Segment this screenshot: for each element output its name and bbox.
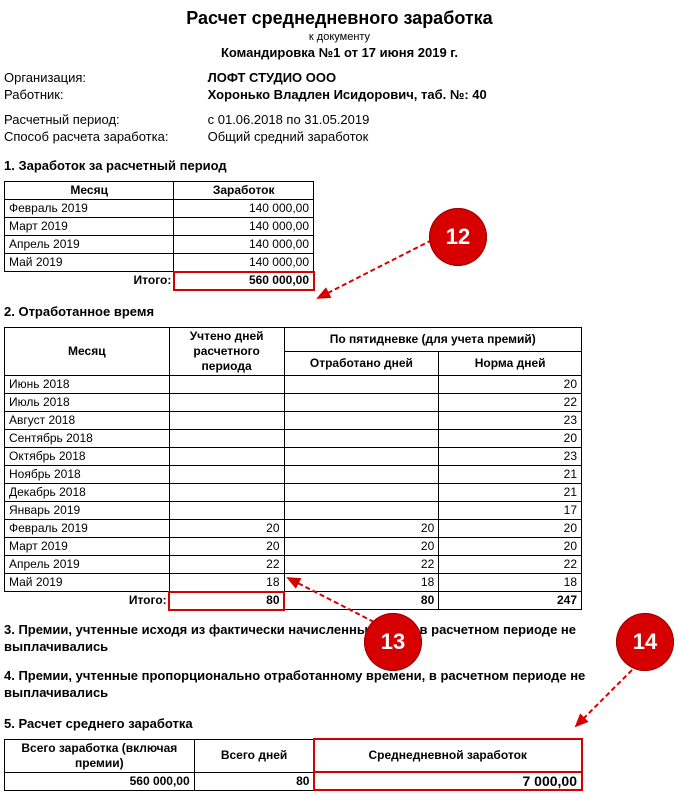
table-row: Май 2019140 000,00 xyxy=(5,254,314,272)
method-label: Способ расчета заработка: xyxy=(4,129,204,144)
table-row: Ноябрь 201821 xyxy=(5,466,582,484)
period-value: с 01.06.2018 по 31.05.2019 xyxy=(208,112,370,127)
page-title: Расчет среднедневного заработка xyxy=(4,8,675,29)
org-label: Организация: xyxy=(4,70,204,85)
col-total-days: Всего дней xyxy=(194,739,314,772)
table-row: Май 2019181818 xyxy=(5,574,582,592)
col-accounted-days: Учтено дней расчетного периода xyxy=(169,328,284,376)
table-row: Декабрь 201821 xyxy=(5,484,582,502)
table-row: Август 201823 xyxy=(5,412,582,430)
col-total-earn: Всего заработка (включая премии) xyxy=(5,739,195,772)
table-row: Март 2019202020 xyxy=(5,538,582,556)
badge-13: 13 xyxy=(364,613,422,671)
badge-14: 14 xyxy=(616,613,674,671)
col-month-2: Месяц xyxy=(5,328,170,376)
table-row: Июль 201822 xyxy=(5,394,582,412)
table-row: Январь 201917 xyxy=(5,502,582,520)
col-month: Месяц xyxy=(5,182,174,200)
col-earn: Заработок xyxy=(174,182,314,200)
badge-12: 12 xyxy=(429,208,487,266)
section-3-heading: 3. Премии, учтенные исходя из фактически… xyxy=(4,622,675,656)
doc-name: Командировка №1 от 17 июня 2019 г. xyxy=(4,45,675,60)
summary-avg: 7 000,00 xyxy=(314,772,582,790)
table-row: Февраль 2019140 000,00 xyxy=(5,200,314,218)
table-row: Февраль 2019202020 xyxy=(5,520,582,538)
summary-days: 80 xyxy=(194,772,314,790)
emp-value: Хоронько Владлен Исидорович, таб. №: 40 xyxy=(208,87,487,102)
period-label: Расчетный период: xyxy=(4,112,204,127)
earnings-table: Месяц Заработок Февраль 2019140 000,00Ма… xyxy=(4,181,314,290)
emp-label: Работник: xyxy=(4,87,204,102)
days-table: Месяц Учтено дней расчетного периода По … xyxy=(4,327,582,610)
summary-total: 560 000,00 xyxy=(5,772,195,790)
col-worked: Отработано дней xyxy=(284,352,439,376)
days-total-3: 247 xyxy=(439,592,582,610)
section-2-heading: 2. Отработанное время xyxy=(4,304,675,319)
col-five-day-header: По пятидневке (для учета премий) xyxy=(284,328,581,352)
col-norm: Норма дней xyxy=(439,352,582,376)
method-value: Общий средний заработок xyxy=(208,129,369,144)
days-total-2: 80 xyxy=(284,592,439,610)
col-avg-earn: Среднедневной заработок xyxy=(314,739,582,772)
table-row: Октябрь 201823 xyxy=(5,448,582,466)
days-total-1: 80 xyxy=(169,592,284,610)
table-row: Апрель 2019222222 xyxy=(5,556,582,574)
earnings-total: 560 000,00 xyxy=(174,272,314,290)
org-value: ЛОФТ СТУДИО ООО xyxy=(208,70,336,85)
section-4-heading: 4. Премии, учтенные пропорционально отра… xyxy=(4,668,675,702)
summary-table: Всего заработка (включая премии) Всего д… xyxy=(4,739,582,791)
table-row: Сентябрь 201820 xyxy=(5,430,582,448)
sub-doc-label: к документу xyxy=(4,31,675,43)
table-row: Июнь 201820 xyxy=(5,376,582,394)
table-row: Апрель 2019140 000,00 xyxy=(5,236,314,254)
section-5-heading: 5. Расчет среднего заработка xyxy=(4,716,675,731)
itogo-label: Итого: xyxy=(5,272,174,290)
table-row: Март 2019140 000,00 xyxy=(5,218,314,236)
section-1-heading: 1. Заработок за расчетный период xyxy=(4,158,675,173)
itogo-label-2: Итого: xyxy=(5,592,170,610)
